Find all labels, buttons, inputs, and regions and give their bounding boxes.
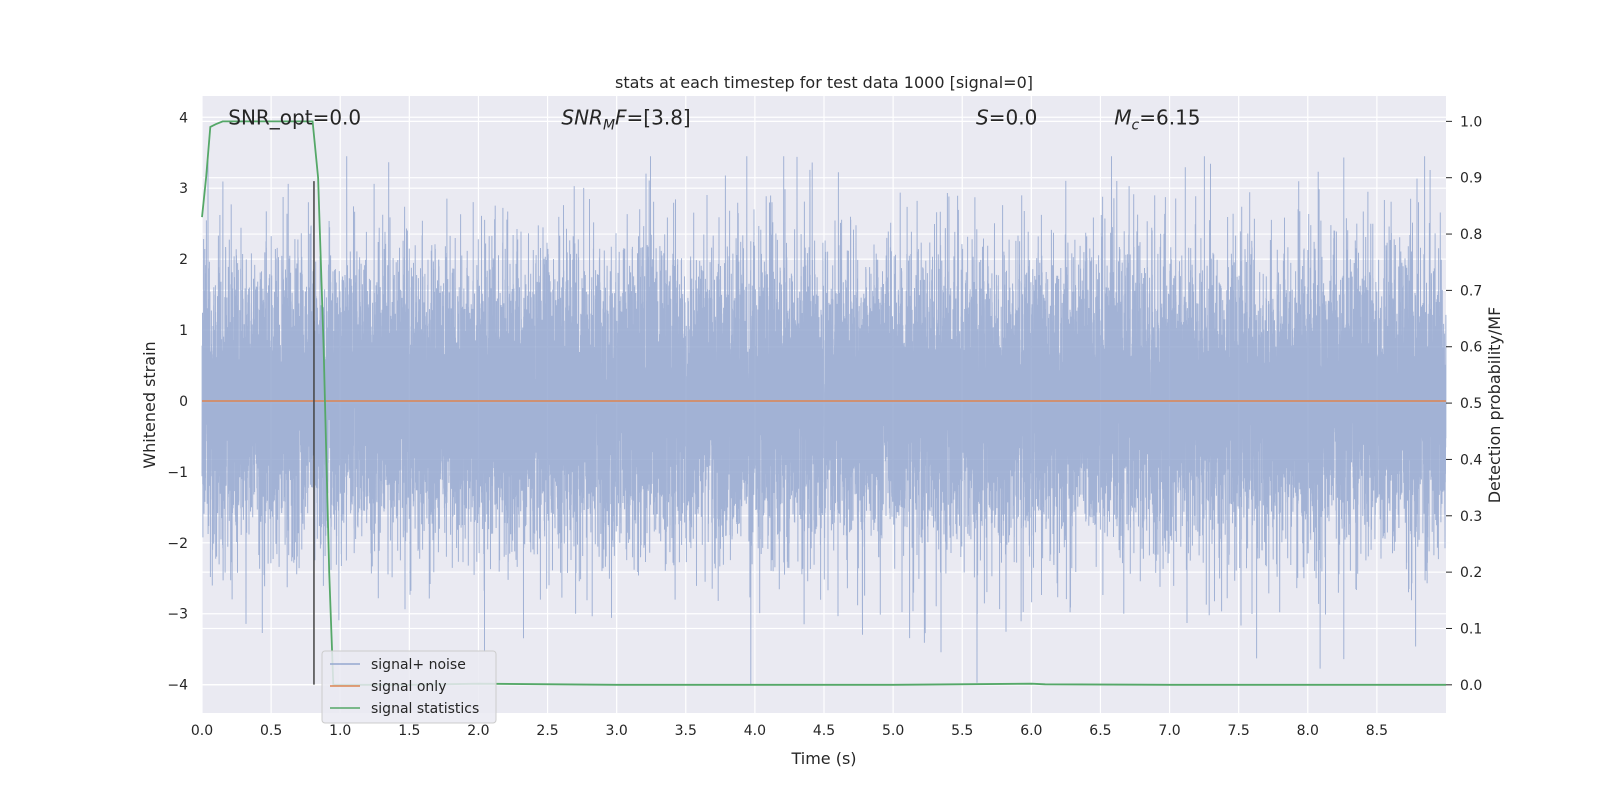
y2-tick-label-10: 1.0 [1460,114,1482,130]
x-tick-label-3: 1.5 [398,723,420,739]
legend-label-signal-statistics: signal statistics [371,701,479,717]
x-tick-label-11: 5.5 [951,723,973,739]
annotation-3: Mc=6.15 [1114,105,1200,133]
x-tick-label-1: 0.5 [260,723,282,739]
x-tick-label-10: 5.0 [882,723,904,739]
legend-label-signal-noise: signal+ noise [371,657,466,673]
y2-tick-label-2: 0.2 [1460,565,1482,581]
x-tick-label-9: 4.5 [813,723,835,739]
y2-tick-label-0: 0.0 [1460,678,1482,694]
y-tick-label-2: −2 [167,536,188,552]
x-tick-label-13: 6.5 [1089,723,1111,739]
y-tick-label-3: −1 [167,465,188,481]
y2-axis-label: Detection probability/MF [1485,307,1504,504]
annotation-2: S=0.0 [976,105,1037,129]
x-tick-label-7: 3.5 [675,723,697,739]
x-tick-label-4: 2.0 [467,723,489,739]
chart-title: stats at each timestep for test data 100… [615,73,1033,92]
y2-tick-label-1: 0.1 [1460,621,1482,637]
y-tick-label-0: −4 [167,678,188,694]
x-tick-label-8: 4.0 [744,723,766,739]
x-axis-label: Time (s) [790,749,856,768]
legend: signal+ noise signal only signal statist… [321,650,497,724]
y2-tick-label-6: 0.6 [1460,340,1482,356]
y-tick-label-7: 3 [179,181,188,197]
x-tick-label-14: 7.0 [1158,723,1180,739]
y2-tick-label-5: 0.5 [1460,396,1482,412]
y-tick-label-6: 2 [179,252,188,268]
x-tick-label-15: 7.5 [1228,723,1250,739]
x-tick-label-16: 8.0 [1297,723,1319,739]
y2-tick-label-3: 0.3 [1460,509,1482,525]
x-axis: 0.0 0.5 1.0 1.5 2.0 2.5 3.0 3.5 4.0 4.5 5.0 5.5 6.0 6… [191,723,1388,739]
y2-tick-label-8: 0.8 [1460,227,1482,243]
y-tick-label-5: 1 [179,323,188,339]
series-layer [201,120,1447,686]
x-tick-label-0: 0.0 [191,723,213,739]
series-signal-statistics [201,120,1446,686]
y-axis-right: 0.0 0.1 0.2 0.3 0.4 0.5 0.6 0.7 0.8 0.9 1.0 [1446,114,1482,694]
x-tick-label-17: 8.5 [1366,723,1388,739]
x-tick-label-12: 6.0 [1020,723,1042,739]
y-axis-left: −4 −3 −2 −1 0 1 2 3 4 [167,110,188,693]
x-tick-label-2: 1.0 [329,723,351,739]
series-signal-noise [201,156,1447,685]
annotation-0: SNR_opt=0.0 [228,105,361,129]
annotations: SNR_opt=0.0 SNRMF=[3.8] S=0.0 Mc=6.15 [228,105,1200,133]
y-axis-label: Whitened strain [140,341,159,468]
y-tick-label-8: 4 [179,110,188,126]
y-tick-label-4: 0 [179,394,188,410]
x-tick-label-5: 2.5 [536,723,558,739]
legend-box [321,650,497,724]
annotation-1: SNRMF=[3.8] [561,105,690,133]
y2-tick-label-4: 0.4 [1460,452,1482,468]
x-tick-label-6: 3.0 [606,723,628,739]
y2-tick-label-9: 0.9 [1460,171,1482,187]
legend-label-signal-only: signal only [371,679,446,695]
y2-tick-label-7: 0.7 [1460,283,1482,299]
y-tick-label-1: −3 [167,607,188,623]
